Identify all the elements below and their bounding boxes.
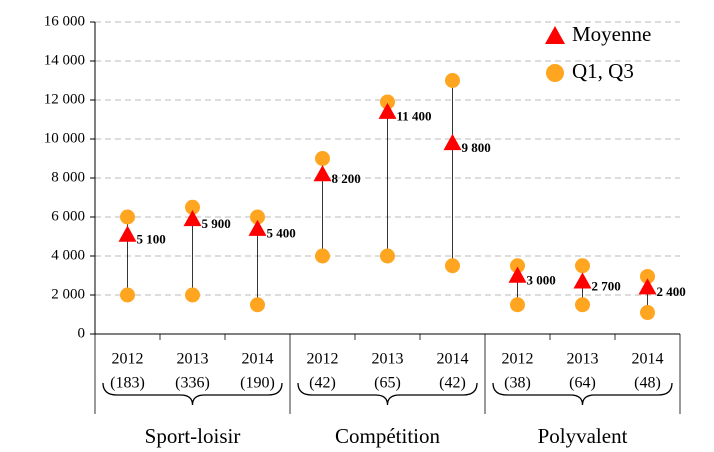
y-tick-label: 14 000	[44, 52, 85, 68]
x-tick-label: 2014	[632, 351, 664, 368]
x-tick-label: 2014	[242, 351, 274, 368]
y-tick-label: 2 000	[51, 286, 85, 302]
mean-marker	[573, 272, 592, 289]
group-label: Compétition	[335, 424, 441, 448]
value-label: 2 400	[657, 284, 686, 299]
q1-marker	[445, 258, 460, 274]
legend-label: Q1, Q3	[572, 59, 634, 83]
value-label: 5 100	[137, 232, 166, 247]
value-label: 8 200	[332, 171, 361, 186]
legend-marker	[545, 26, 565, 44]
value-label: 11 400	[397, 109, 432, 124]
sample-size: (64)	[569, 375, 596, 392]
q1-marker	[510, 297, 525, 313]
mean-marker	[638, 278, 657, 295]
value-label: 9 800	[462, 140, 491, 155]
x-tick-label: 2013	[177, 351, 209, 368]
q1-marker	[315, 248, 330, 264]
q3-marker	[380, 94, 395, 110]
value-label: 3 000	[527, 272, 556, 287]
group-brace	[102, 382, 283, 406]
x-tick-label: 2013	[372, 351, 404, 368]
q3-marker	[315, 151, 330, 166]
x-tick-label: 2013	[567, 351, 599, 368]
mean-marker	[183, 209, 202, 227]
mean-marker	[443, 133, 462, 151]
sample-size: (336)	[175, 375, 210, 392]
sample-size: (48)	[634, 375, 661, 392]
mean-marker	[378, 102, 397, 119]
sample-size: (190)	[240, 375, 275, 392]
value-label: 2 700	[592, 278, 621, 293]
mean-marker	[313, 165, 332, 182]
q1-marker	[120, 287, 135, 303]
q3-marker	[250, 209, 265, 225]
legend-marker	[546, 64, 564, 82]
q3-marker	[185, 199, 200, 215]
y-tick-label: 16 000	[44, 13, 85, 29]
q1-marker	[640, 305, 655, 321]
sample-size: (65)	[374, 375, 401, 392]
y-tick-label: 0	[78, 325, 86, 341]
y-tick-label: 12 000	[44, 91, 85, 107]
value-label: 5 900	[202, 216, 231, 231]
sample-size: (38)	[504, 375, 531, 392]
q1-marker	[250, 297, 265, 313]
x-tick-label: 2014	[437, 351, 469, 368]
q3-marker	[120, 209, 135, 225]
group-label: Sport-loisir	[145, 424, 241, 448]
y-tick-label: 4 000	[51, 247, 85, 263]
mean-marker	[508, 266, 527, 283]
sample-size: (183)	[110, 375, 145, 392]
value-label: 5 400	[267, 226, 296, 241]
q3-marker	[445, 73, 460, 88]
q3-marker	[510, 258, 525, 274]
x-tick-label: 2012	[307, 351, 339, 368]
sample-size: (42)	[309, 375, 336, 392]
y-tick-label: 6 000	[51, 208, 85, 224]
group-brace	[492, 382, 673, 406]
x-tick-label: 2012	[502, 351, 534, 368]
q3-marker	[640, 268, 655, 284]
q3-marker	[575, 258, 590, 274]
q1-marker	[575, 297, 590, 313]
y-tick-label: 10 000	[44, 130, 85, 146]
sample-size: (42)	[439, 375, 466, 392]
x-tick-label: 2012	[112, 351, 144, 368]
y-tick-label: 8 000	[51, 169, 85, 185]
mean-marker	[118, 225, 137, 242]
q1-marker	[380, 248, 395, 264]
group-brace	[297, 382, 478, 406]
legend-label: Moyenne	[572, 22, 651, 46]
mean-marker	[248, 219, 267, 236]
q1-marker	[185, 287, 200, 303]
group-label: Polyvalent	[538, 424, 628, 448]
